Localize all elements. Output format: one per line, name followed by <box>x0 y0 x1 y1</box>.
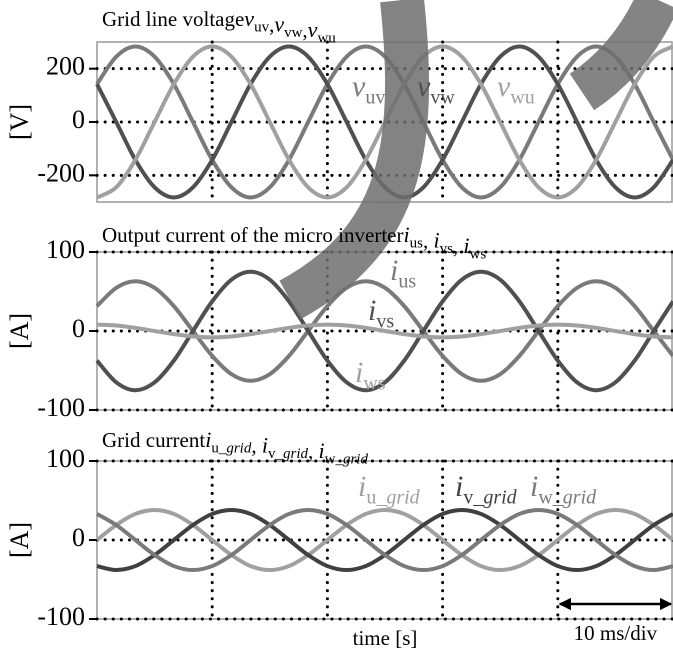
y-tick-label: -100 <box>37 602 85 631</box>
series-label: vwu <box>497 70 535 109</box>
arrow-band <box>569 0 673 111</box>
symbol: v <box>417 70 431 103</box>
symbol: i <box>463 233 469 258</box>
subscript: vs <box>440 241 454 257</box>
symbol: i <box>530 470 538 503</box>
subscript: ws <box>363 373 385 395</box>
symbol: i <box>433 228 439 253</box>
y-tick-label: 0 <box>72 314 85 343</box>
series-label: iv_grid <box>455 470 518 509</box>
y-tick-label: 100 <box>46 444 85 473</box>
symbol: v <box>308 17 318 42</box>
symbol: i <box>355 356 363 389</box>
separator: , <box>302 18 307 42</box>
series-label: vvw <box>417 70 455 109</box>
symbol: i <box>455 470 463 503</box>
series-label: ivs <box>368 294 394 333</box>
subscript: grid <box>483 487 517 509</box>
subscript: vs <box>376 311 394 333</box>
panel-title: Grid currentiu_grid, iv_grid, iw_grid <box>102 427 368 468</box>
scale-bar-label: 10 ms/div <box>574 621 658 645</box>
y-tick-label: -100 <box>37 393 85 422</box>
symbol: i <box>262 433 268 458</box>
subscript: uv <box>365 87 385 109</box>
subscript: v_ <box>268 446 284 462</box>
waveform <box>95 269 673 393</box>
separator: , <box>251 434 262 458</box>
symbol: v <box>352 70 366 103</box>
symbol: i <box>205 427 211 452</box>
subscript: wu <box>317 31 336 47</box>
title-text: Grid line voltage <box>102 7 244 31</box>
y-axis-label: [V] <box>5 104 34 140</box>
subscript: us <box>398 271 416 293</box>
symbol: v <box>244 6 254 31</box>
series-label: iws <box>355 356 386 395</box>
series-label: iw_grid <box>530 470 597 509</box>
plot-layer <box>89 40 673 621</box>
subscript: grid <box>226 441 252 457</box>
y-tick-label: 0 <box>72 523 85 552</box>
subscript: w_ <box>325 452 344 468</box>
subscript: grid <box>563 487 597 509</box>
symbol: i <box>390 254 398 287</box>
arrow-band <box>279 0 430 320</box>
symbol: v <box>274 12 284 37</box>
symbol: i <box>368 294 376 327</box>
series-label: iu_grid <box>358 470 421 509</box>
y-tick-label: -200 <box>37 158 85 187</box>
waveform <box>96 322 673 340</box>
subscript: u_ <box>211 441 227 457</box>
decorative-arrow <box>279 0 673 320</box>
separator: , <box>453 234 464 258</box>
subscript: grid <box>386 487 420 509</box>
subscript: vw <box>284 25 303 41</box>
waveform <box>96 507 673 573</box>
subscript: uv <box>254 20 270 36</box>
waveform <box>95 507 673 573</box>
y-tick-label: 200 <box>46 52 85 81</box>
panel-title: Output current of the micro inverterius,… <box>102 222 486 263</box>
symbol: v <box>497 70 511 103</box>
panel-title: Grid line voltagevuv,vvw,vwu <box>102 6 336 47</box>
y-tick-label: 100 <box>46 235 85 264</box>
title-text: Output current of the micro inverter <box>102 223 403 247</box>
subscript: ws <box>470 247 487 263</box>
separator: , <box>308 439 319 463</box>
y-tick-label: 0 <box>72 105 85 134</box>
subscript: wu <box>510 87 534 109</box>
y-axis-label: [A] <box>5 313 34 349</box>
separator: , <box>269 13 274 37</box>
title-text: Grid current <box>102 428 205 452</box>
subscript: grid <box>343 452 369 468</box>
series-label: vuv <box>352 70 385 109</box>
y-axis-label: [A] <box>5 522 34 558</box>
subscript: u_ <box>366 487 387 509</box>
subscript: us <box>410 236 424 252</box>
subscript: grid <box>283 446 309 462</box>
subscript: w_ <box>538 487 563 509</box>
separator: , <box>423 229 434 253</box>
subscript: vw <box>430 87 455 109</box>
plot-frame <box>96 460 673 620</box>
symbol: i <box>358 470 366 503</box>
symbol: i <box>319 438 325 463</box>
symbol: i <box>403 222 409 247</box>
series-label: ius <box>390 254 416 293</box>
x-axis-label: time [s] <box>353 626 418 650</box>
subscript: v_ <box>463 487 484 509</box>
